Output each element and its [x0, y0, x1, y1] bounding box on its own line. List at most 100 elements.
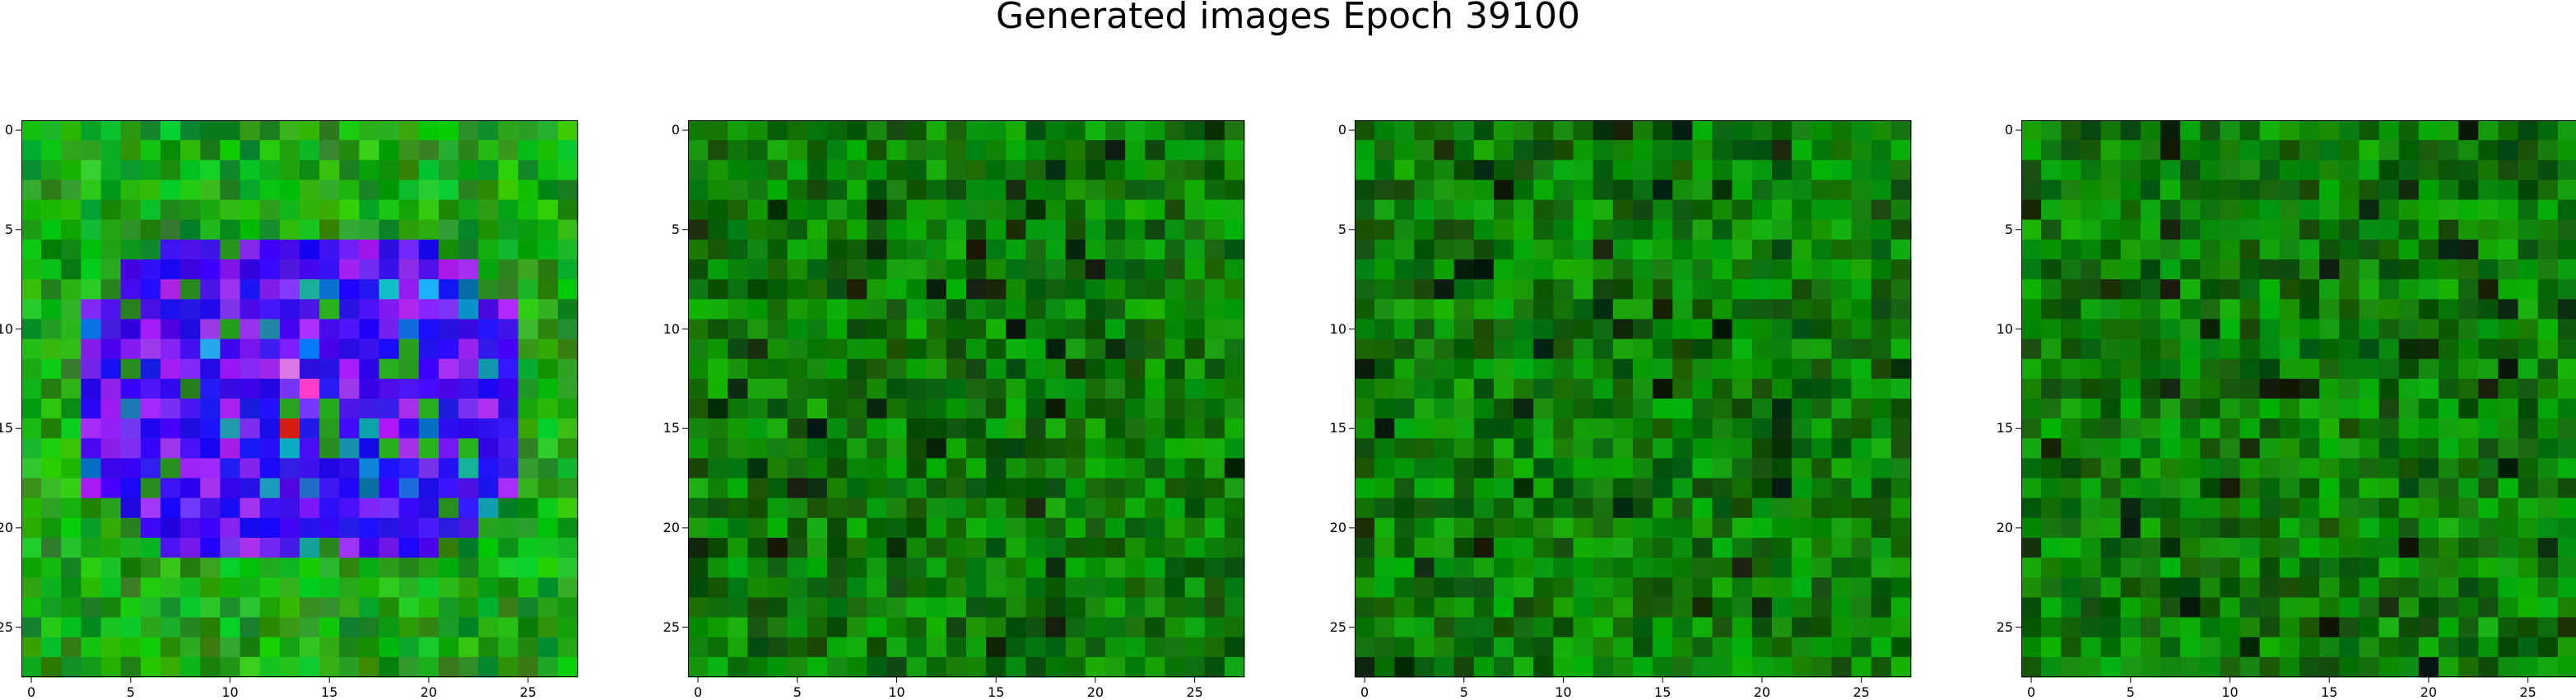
- heatmap-cell: [1633, 319, 1653, 340]
- heatmap-cell: [2518, 160, 2539, 181]
- heatmap-cell: [767, 219, 788, 240]
- heatmap-cell: [1533, 259, 1555, 280]
- heatmap-cell: [2319, 418, 2340, 439]
- heatmap-cell: [1751, 458, 1773, 479]
- heatmap-cell: [2180, 517, 2201, 539]
- heatmap-cell: [180, 478, 201, 499]
- heatmap-cell: [1065, 597, 1086, 618]
- heatmap-cell: [1065, 637, 1086, 658]
- heatmap-cell: [1065, 199, 1086, 221]
- heatmap-cell: [100, 279, 122, 300]
- heatmap-cell: [2140, 160, 2161, 181]
- heatmap-cell: [359, 577, 380, 599]
- heatmap-cell: [1533, 418, 1555, 439]
- heatmap-cell: [557, 558, 579, 578]
- heatmap-cell: [2498, 319, 2519, 340]
- heatmap-cell: [418, 259, 439, 280]
- heatmap-cell: [21, 338, 42, 360]
- heatmap-cell: [2160, 617, 2181, 638]
- heatmap-cell: [2498, 418, 2519, 439]
- heatmap-cell: [2439, 160, 2459, 181]
- heatmap-cell: [1473, 199, 1495, 221]
- heatmap-cell: [2200, 378, 2221, 399]
- heatmap-cell: [708, 120, 728, 141]
- heatmap-cell: [2220, 279, 2241, 300]
- heatmap-cell: [1692, 418, 1713, 439]
- heatmap-cell: [1204, 299, 1225, 320]
- heatmap-cell: [398, 319, 420, 340]
- heatmap-cell: [1751, 358, 1773, 380]
- heatmap-cell: [418, 160, 439, 181]
- heatmap-cell: [1593, 538, 1614, 558]
- heatmap-cell: [2160, 239, 2181, 260]
- heatmap-cell: [906, 478, 928, 499]
- heatmap-cell: [2478, 617, 2499, 638]
- heatmap-cell: [537, 617, 559, 638]
- heatmap-cell: [279, 120, 300, 141]
- heatmap-cell: [2279, 577, 2300, 599]
- heatmap-cell: [1434, 637, 1455, 658]
- heatmap-cell: [807, 219, 828, 240]
- heatmap-cell: [1811, 617, 1833, 638]
- heatmap-cell: [2200, 180, 2221, 201]
- heatmap-cell: [398, 656, 420, 678]
- heatmap-cell: [2279, 120, 2300, 141]
- heatmap-cell: [259, 517, 281, 539]
- heatmap-cell: [418, 458, 439, 479]
- heatmap-cell: [986, 219, 1007, 240]
- heatmap-cell: [1871, 597, 1892, 618]
- heatmap-cell: [1105, 279, 1126, 300]
- heatmap-cell: [906, 120, 928, 141]
- heatmap-cell: [1633, 259, 1653, 280]
- heatmap-cell: [2319, 160, 2340, 181]
- heatmap-cell: [1453, 239, 1475, 260]
- heatmap-cell: [986, 378, 1007, 399]
- heatmap-cell: [2160, 140, 2181, 161]
- heatmap-cell: [1355, 239, 1375, 260]
- heatmap-cell: [1732, 239, 1753, 260]
- heatmap-cell: [1553, 120, 1574, 141]
- heatmap-cell: [1692, 538, 1713, 558]
- heatmap-cell: [180, 497, 201, 519]
- heatmap-cell: [946, 399, 967, 419]
- heatmap-cell: [1025, 399, 1047, 419]
- heatmap-cell: [1831, 478, 1853, 499]
- heatmap-cell: [1692, 399, 1713, 419]
- heatmap-cell: [1612, 378, 1634, 399]
- heatmap-cell: [439, 577, 459, 599]
- heatmap-cell: [2041, 538, 2062, 558]
- heatmap-cell: [1224, 438, 1245, 460]
- heatmap-cell: [418, 478, 439, 499]
- heatmap-cell: [1612, 160, 1634, 181]
- heatmap-cell: [2439, 418, 2459, 439]
- heatmap-cell: [1712, 239, 1733, 260]
- heatmap-cell: [1732, 338, 1753, 360]
- heatmap-cell: [2537, 558, 2559, 578]
- heatmap-cell: [2081, 617, 2102, 638]
- heatmap-cell: [807, 140, 828, 161]
- heatmap-cell: [1394, 478, 1416, 499]
- heatmap-cell: [2378, 358, 2400, 380]
- heatmap-cell: [1514, 478, 1534, 499]
- heatmap-cell: [61, 319, 82, 340]
- heatmap-cell: [966, 577, 987, 599]
- heatmap-cell: [2319, 497, 2340, 519]
- heatmap-cell: [2359, 199, 2380, 221]
- heatmap-cell: [1633, 279, 1653, 300]
- heatmap-cell: [1732, 438, 1753, 460]
- heatmap-cell: [2081, 637, 2102, 658]
- heatmap-cell: [259, 558, 281, 578]
- heatmap-cell: [1184, 199, 1206, 221]
- heatmap-cell: [2498, 160, 2519, 181]
- heatmap-cell: [2299, 597, 2320, 618]
- heatmap-cell: [1453, 199, 1475, 221]
- heatmap-cell: [1394, 338, 1416, 360]
- y-tick-label: 20: [1996, 519, 2013, 535]
- heatmap-cell: [1831, 199, 1853, 221]
- heatmap-cell: [1414, 656, 1435, 678]
- heatmap-cell: [2140, 358, 2161, 380]
- heatmap-cell: [2478, 199, 2499, 221]
- heatmap-cell: [458, 180, 479, 201]
- heatmap-cell: [1612, 458, 1634, 479]
- heatmap-cell: [1792, 517, 1812, 539]
